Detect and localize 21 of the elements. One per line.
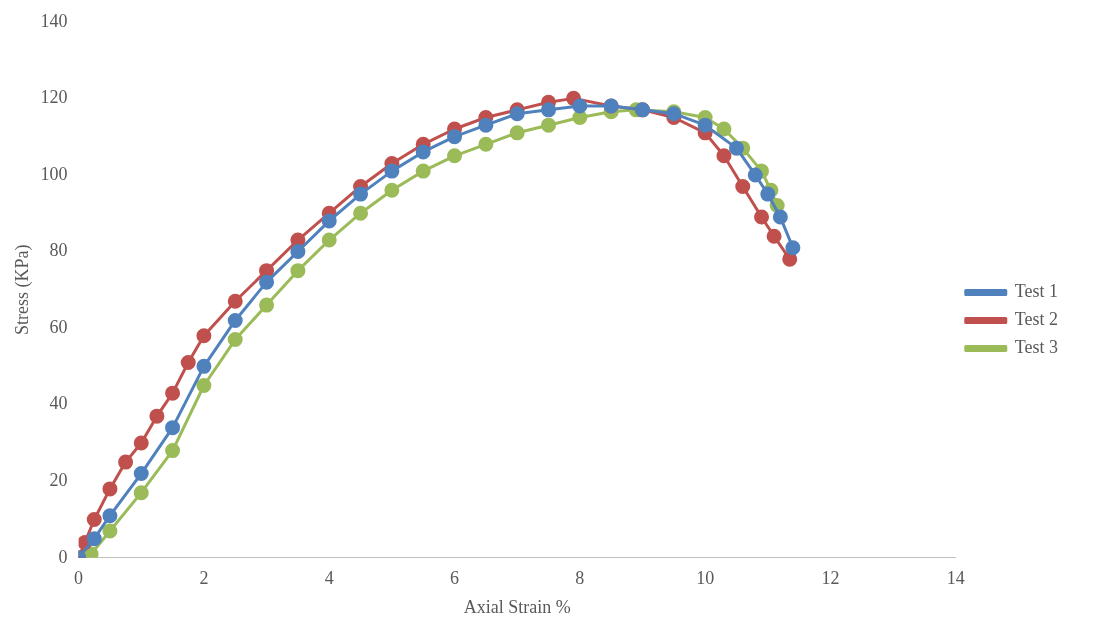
legend-label: Test 1 bbox=[1014, 281, 1058, 302]
x-axis-title: Axial Strain % bbox=[463, 596, 571, 617]
x-tick-label: 4 bbox=[324, 568, 334, 589]
y-tick-label: 80 bbox=[49, 240, 68, 261]
x-tick-label: 2 bbox=[199, 568, 209, 589]
x-tick-label: 10 bbox=[696, 568, 715, 589]
y-tick-label: 100 bbox=[40, 163, 68, 184]
y-tick-label: 140 bbox=[40, 10, 68, 31]
y-tick-label: 0 bbox=[58, 546, 68, 567]
y-tick-label: 60 bbox=[49, 316, 68, 337]
y-axis-title: Stress (KPa) bbox=[11, 244, 33, 336]
x-tick-label: 14 bbox=[946, 568, 965, 589]
x-tick-label: 8 bbox=[575, 568, 585, 589]
legend-label: Test 2 bbox=[1014, 309, 1058, 330]
x-tick-label: 12 bbox=[821, 568, 840, 589]
y-tick-label: 20 bbox=[49, 469, 68, 490]
x-tick-label: 6 bbox=[450, 568, 460, 589]
legend-label: Test 3 bbox=[1014, 337, 1058, 358]
y-tick-label: 120 bbox=[40, 87, 68, 108]
y-tick-label: 40 bbox=[49, 393, 68, 414]
x-tick-label: 0 bbox=[74, 568, 84, 589]
